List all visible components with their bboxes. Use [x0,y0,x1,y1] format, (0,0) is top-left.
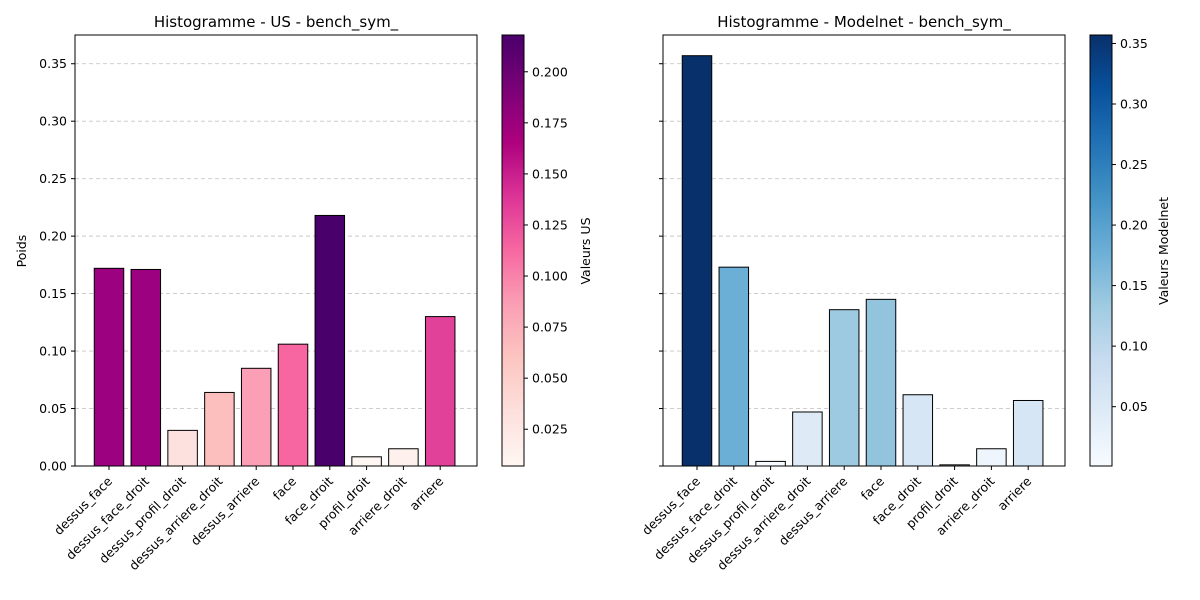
y-ticks: 0.00 0.05 0.10 0.15 0.20 0.25 0.30 0.35 [39,56,75,474]
chart-us: Histogramme - US - bench_sym_ Poids 0.00… [14,13,593,573]
x-tick-label: face [270,473,300,503]
bars [681,55,1044,467]
bar-arriere [424,316,456,467]
y-tick-label: 0.15 [39,286,67,301]
colorbar: 0.05 0.10 0.15 0.20 0.25 0.30 0.35 Valeurs Mod… [1089,34,1171,467]
bar-profil_droit [351,456,382,467]
colorbar-tick-label: 0.175 [532,115,568,130]
y-tick-label: 0.10 [39,344,67,359]
plot-frame [662,34,1066,467]
bar-dessus_face_droit [718,266,750,467]
colorbar-tick-label: 0.050 [532,371,568,386]
bar-face [277,343,309,467]
colorbar-tick-label: 0.25 [1120,157,1148,172]
bar-dessus_arriere [240,367,272,467]
colorbar-tick-label: 0.125 [532,217,568,232]
bar-dessus_arriere_droit [204,391,235,467]
colorbar-label: Valeurs US [578,217,593,284]
colorbar-tick-label: 0.200 [532,64,568,79]
x-tick-label: arriere [994,473,1034,513]
colorbar-gradient [1089,34,1113,467]
colorbar-tick-label: 0.30 [1120,97,1148,112]
y-tick-label: 0.25 [39,171,67,186]
colorbar-tick-label: 0.075 [532,320,568,335]
bar-dessus_face [93,267,125,467]
bar-face_droit [314,214,346,467]
colorbar-tick-label: 0.05 [1120,399,1148,414]
colorbar-gradient [501,34,525,467]
y-axis-label: Poids [14,235,29,268]
bar-dessus_face_droit [130,268,162,467]
x-ticks: dessus_facedessus_face_droitdessus_profi… [639,466,1035,573]
y-tick-label: 0.30 [39,114,67,129]
colorbar-tick-label: 0.025 [532,422,568,437]
y-tick-label: 0.00 [39,459,67,474]
colorbar: 0.025 0.050 0.075 0.100 0.125 0.150 0.175 0.200… [501,34,593,467]
colorbar-tick-label: 0.20 [1120,218,1148,233]
colorbar-ticks: 0.025 0.050 0.075 0.100 0.125 0.150 0.175 0.200 [524,64,568,437]
x-tick-label: arriere [406,473,446,513]
bar-arriere_droit [976,448,1007,467]
colorbar-tick-label: 0.150 [532,166,568,181]
bar-arriere_droit [388,448,419,467]
bar-face_droit [902,394,934,467]
bar-dessus_arriere [828,309,860,467]
bar-dessus_profil_droit [167,429,198,467]
x-ticks: dessus_facedessus_face_droitdessus_profi… [51,466,447,573]
bar-dessus_face [681,55,713,467]
colorbar-tick-label: 0.15 [1120,278,1148,293]
chart-modelnet: Histogramme - Modelnet - bench_sym_ dess… [639,13,1171,573]
bar-face [865,298,897,467]
bar-dessus_profil_droit [755,460,786,467]
chart-title: Histogramme - Modelnet - bench_sym_ [717,13,1011,32]
y-tick-label: 0.35 [39,56,67,71]
colorbar-tick-label: 0.35 [1120,36,1148,51]
chart-title: Histogramme - US - bench_sym_ [154,13,399,32]
bar-dessus_arriere_droit [792,411,823,467]
y-ticks [659,63,663,467]
y-tick-label: 0.20 [39,229,67,244]
y-tick-label: 0.05 [39,401,67,416]
colorbar-label: Valeurs Modelnet [1156,197,1171,305]
colorbar-ticks: 0.05 0.10 0.15 0.20 0.25 0.30 0.35 [1112,36,1148,414]
bar-arriere [1012,399,1044,467]
colorbar-tick-label: 0.100 [532,269,568,284]
bars [93,214,456,467]
plot-frame [74,34,478,467]
x-tick-label: face [858,473,888,503]
colorbar-tick-label: 0.10 [1120,339,1148,354]
